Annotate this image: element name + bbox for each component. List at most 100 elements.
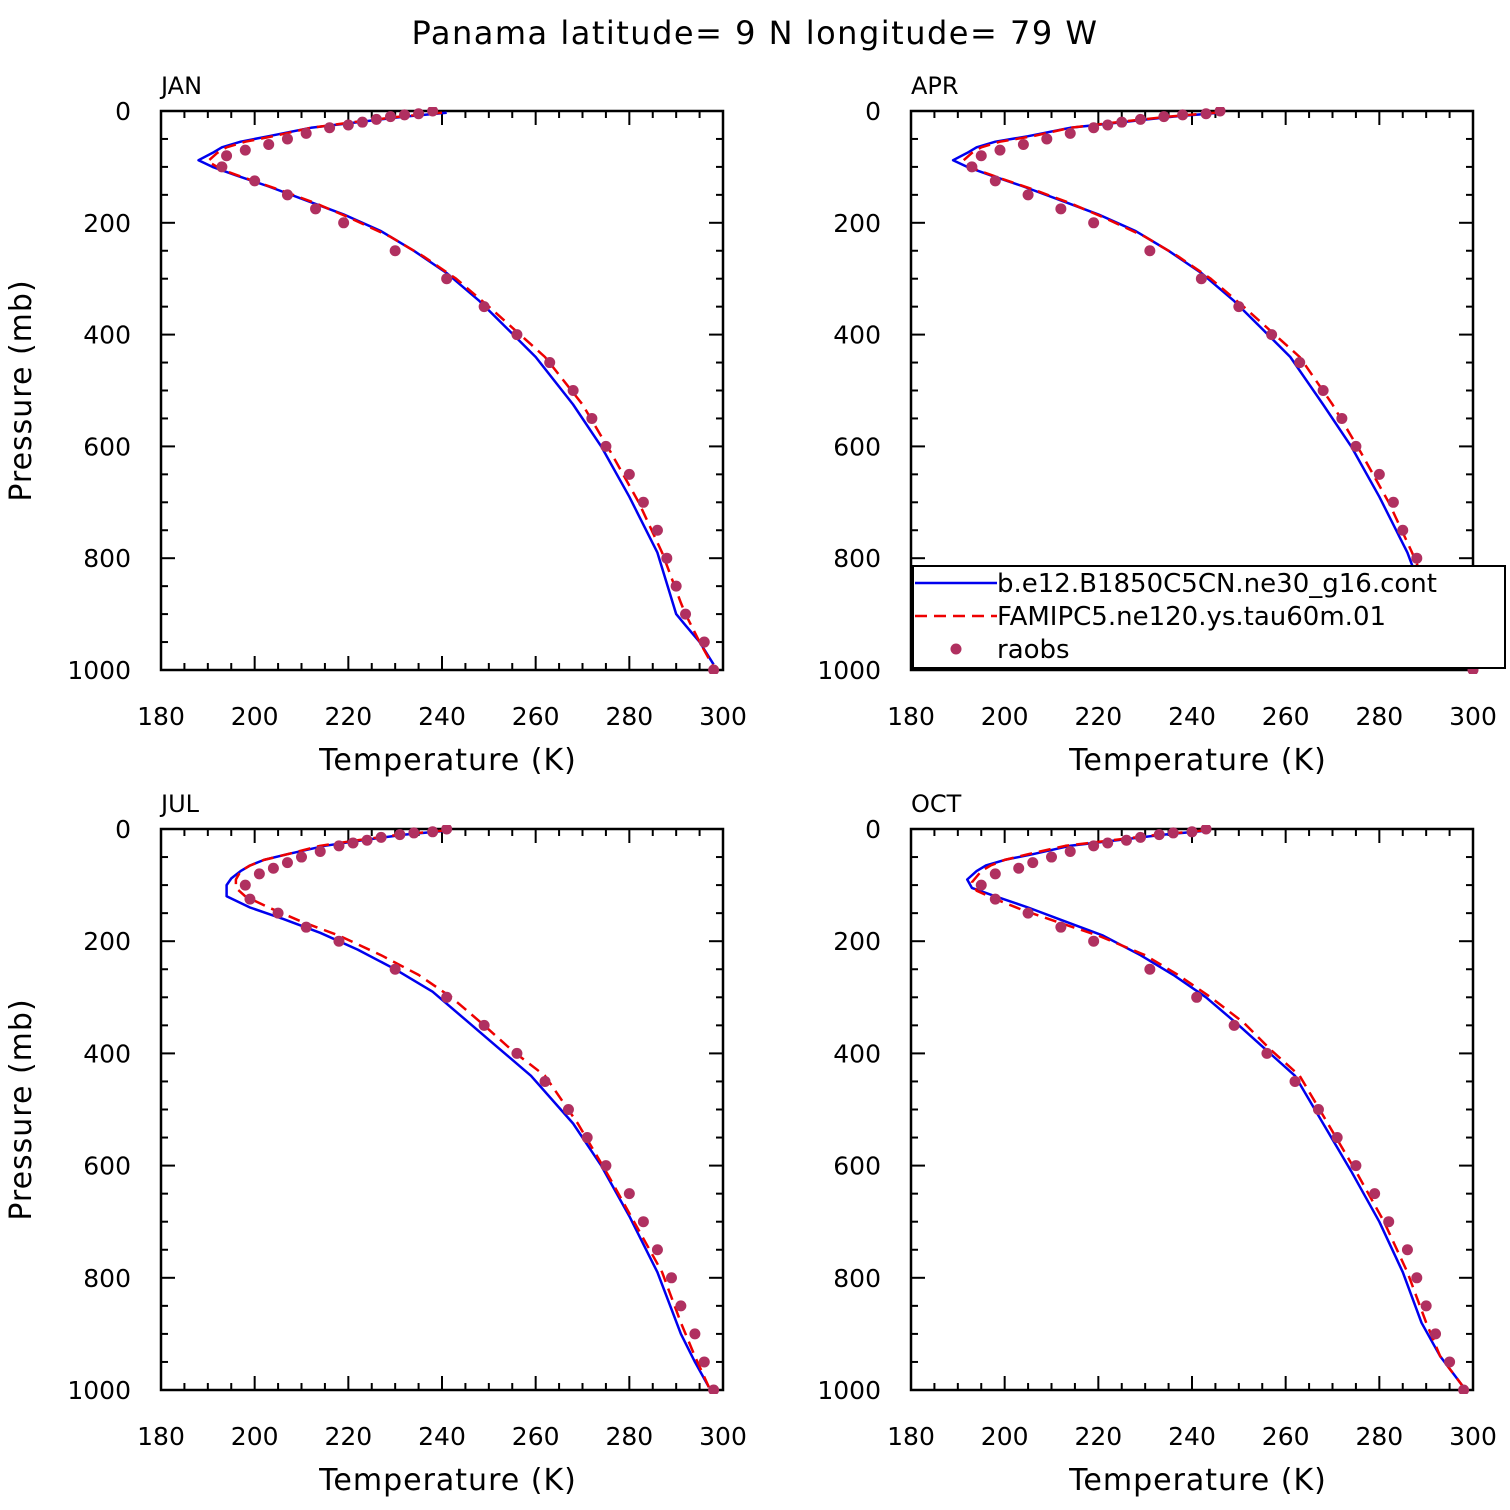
y-tick-label: 800 <box>833 1264 881 1293</box>
raobs-point <box>1153 829 1165 841</box>
raobs-point <box>272 907 284 919</box>
x-tick-label: 180 <box>137 702 185 731</box>
raobs-point <box>1120 834 1132 846</box>
raobs-point <box>263 139 275 151</box>
x-axis-label: Temperature (K) <box>1068 743 1327 778</box>
raobs-point <box>698 636 710 648</box>
series-line-b-e12 <box>965 829 1465 1388</box>
raobs-point <box>389 963 401 975</box>
series-raobs <box>975 825 1470 1394</box>
y-axis-label: Pressure (mb) <box>4 998 39 1220</box>
raobs-point <box>216 161 228 173</box>
plot-frame <box>159 109 725 672</box>
panel-label: JUL <box>159 790 200 818</box>
y-tick-label: 1000 <box>67 656 131 685</box>
raobs-point <box>661 552 673 564</box>
y-tick-label: 400 <box>83 1039 131 1068</box>
raobs-point <box>1177 109 1189 121</box>
raobs-point <box>567 385 579 396</box>
raobs-point <box>539 1075 551 1087</box>
raobs-point <box>1167 827 1179 839</box>
raobs-point <box>1312 1104 1324 1115</box>
series-raobs <box>239 825 720 1394</box>
raobs-point <box>267 862 279 874</box>
raobs-point <box>1102 119 1114 131</box>
raobs-point <box>1027 857 1039 869</box>
raobs-point <box>623 468 635 480</box>
raobs-point <box>1411 552 1423 564</box>
raobs-point <box>1064 127 1076 139</box>
series-line-b-e12 <box>225 829 710 1388</box>
raobs-point <box>314 845 326 857</box>
raobs-point <box>1420 1300 1432 1312</box>
panel-label: JAN <box>159 72 202 100</box>
x-tick-label: 200 <box>981 702 1029 731</box>
raobs-point <box>1200 108 1212 120</box>
raobs-point <box>441 273 453 285</box>
raobs-point <box>1336 412 1348 424</box>
raobs-point <box>384 111 396 123</box>
raobs-point <box>324 122 336 134</box>
plot-area <box>225 825 720 1394</box>
raobs-point <box>680 608 692 620</box>
plot-area <box>951 107 1479 674</box>
raobs-point <box>1013 862 1025 874</box>
raobs-point <box>1411 1272 1423 1284</box>
raobs-point <box>427 107 439 117</box>
raobs-point <box>1041 133 1053 145</box>
raobs-point <box>296 851 307 863</box>
legend-label: b.e12.B1850C5CN.ne30_g16.cont <box>997 569 1437 599</box>
x-tick-label: 260 <box>512 1422 560 1451</box>
x-tick-label: 180 <box>137 1422 185 1451</box>
raobs-point <box>300 921 312 933</box>
y-tick-label: 800 <box>83 1264 131 1293</box>
raobs-point <box>1331 1132 1343 1144</box>
raobs-point <box>281 857 293 869</box>
y-tick-label: 200 <box>833 927 881 956</box>
x-tick-label: 260 <box>512 702 560 731</box>
y-tick-label: 800 <box>83 544 131 573</box>
panel-jan: 180 200 220 240 260 280 300 0 200 400 600 800 1000 Te… <box>4 72 747 778</box>
y-tick-label: 400 <box>833 321 881 350</box>
raobs-point <box>989 868 1001 880</box>
raobs-point <box>1228 1019 1240 1031</box>
y-tick-label: 800 <box>833 544 881 573</box>
raobs-point <box>361 834 373 846</box>
y-tick-label: 1000 <box>817 656 881 685</box>
raobs-point <box>1022 907 1034 919</box>
raobs-point <box>375 831 387 843</box>
raobs-point <box>689 1328 701 1340</box>
raobs-point <box>1317 385 1329 396</box>
raobs-point <box>1134 113 1146 125</box>
raobs-point <box>1088 840 1100 852</box>
raobs-point <box>637 1216 649 1228</box>
raobs-point <box>600 440 612 452</box>
raobs-point <box>1055 203 1067 215</box>
raobs-point <box>586 412 598 424</box>
raobs-point <box>1158 111 1170 123</box>
x-tick-label: 280 <box>1355 702 1403 731</box>
raobs-point <box>413 108 425 120</box>
raobs-point <box>333 935 345 947</box>
series-line-b-e12 <box>197 111 715 666</box>
raobs-point <box>1444 1356 1456 1368</box>
raobs-point <box>239 879 251 891</box>
x-tick-label: 200 <box>981 1422 1029 1451</box>
raobs-point <box>623 1188 635 1200</box>
raobs-point <box>511 1047 523 1059</box>
raobs-point <box>989 175 1001 187</box>
legend-label: FAMIPC5.ne120.ys.tau60m.01 <box>997 602 1386 632</box>
x-tick-label: 280 <box>1355 1422 1403 1451</box>
raobs-point <box>1261 1047 1273 1059</box>
raobs-point <box>310 203 322 215</box>
panel-label: APR <box>911 72 959 100</box>
raobs-point <box>1017 139 1029 151</box>
raobs-point <box>708 664 720 674</box>
raobs-point <box>975 150 987 162</box>
raobs-point <box>1064 845 1076 857</box>
raobs-point <box>281 189 293 201</box>
x-tick-label: 220 <box>1074 702 1122 731</box>
raobs-point <box>253 868 265 880</box>
x-tick-label: 300 <box>1449 702 1497 731</box>
